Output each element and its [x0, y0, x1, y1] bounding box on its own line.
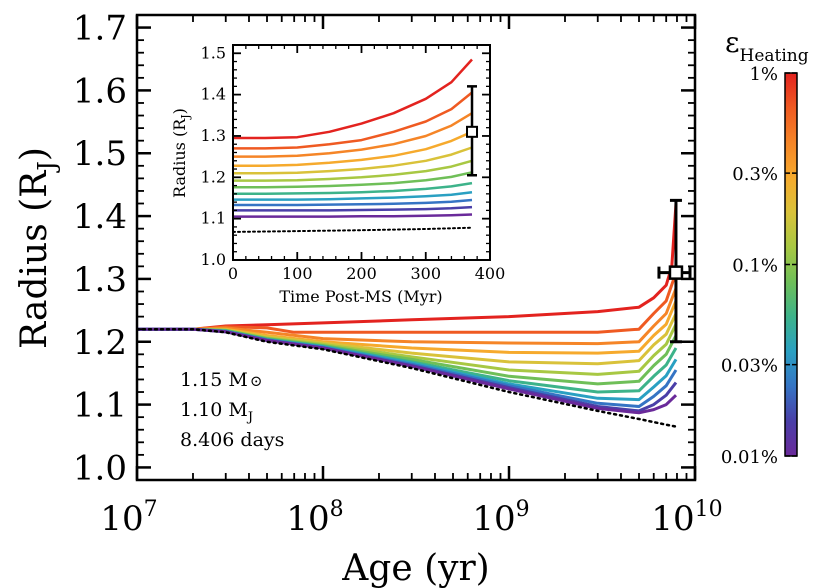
inset-y-tick-label-4: 1.4: [201, 85, 226, 104]
inset-x-tick-label-1: 100: [282, 264, 313, 283]
main-x-axis-title: Age (yr): [341, 548, 489, 588]
inset-series-line-4: [233, 146, 473, 175]
inset-x-tick-label-4: 400: [475, 264, 506, 283]
inset-background: [233, 45, 490, 260]
inset-ticks-group: 0 100 200 300 400 1.0 1.1 1.2 1.3 1.4 1.5: [201, 43, 506, 283]
inset-y-tick-label-3: 1.3: [201, 126, 226, 145]
colorbar-tick-label-4: 0.01%: [721, 447, 778, 468]
colorbar-ticks-group: 1% 0.3% 0.1% 0.03% 0.01%: [721, 64, 797, 468]
annotation-period: 8.406 days: [180, 429, 284, 451]
inset-series-line-0: [233, 58, 473, 140]
main-x-tick-label-0: 107: [100, 497, 157, 539]
colorbar-tick-label-0: 1%: [749, 64, 778, 85]
main-plot-frame: [135, 13, 697, 482]
inset-x-tick-label-0: 0: [228, 264, 238, 283]
main-x-tick-label-1: 108: [286, 497, 343, 539]
inset-y-tick-label-0: 1.0: [201, 250, 226, 269]
annotation-planet-mass: 1.10 MJ: [180, 399, 253, 425]
inset-series-line-1: [233, 91, 473, 150]
inset-no-heating-line: [233, 226, 473, 233]
inset-obs-point: [466, 125, 479, 138]
colorbar-tick-label-3: 0.03%: [721, 356, 778, 377]
inset-y-tick-label-1: 1.1: [201, 209, 226, 228]
main-annotation: 1.15 M ⊙ 1.10 MJ 8.406 days: [180, 369, 284, 451]
main-series-group: [137, 203, 678, 428]
inset-series-line-10: [233, 205, 473, 212]
inset-x-tick-label-3: 300: [410, 264, 441, 283]
main-y-tick-label-6: 1.6: [73, 71, 127, 111]
inset-series-line-3: [233, 130, 473, 167]
inset-series-line-9: [233, 198, 473, 207]
colorbar-tick-label-1: 0.3%: [732, 164, 778, 185]
inset-series-line-5: [233, 159, 473, 182]
main-no-heating-line: [137, 327, 678, 428]
main-y-axis-title: Radius (RJ): [14, 147, 61, 349]
colorbar-tick-label-2: 0.1%: [732, 256, 778, 277]
main-y-tick-label-4: 1.4: [73, 197, 127, 237]
main-x-tick-label-3: 1010: [651, 497, 722, 539]
inset-y-tick-label-5: 1.5: [201, 43, 226, 62]
main-observation-group: [657, 198, 692, 344]
main-x-tick-label-2: 109: [472, 497, 529, 539]
colorbar: εHeating 1% 0.3% 0.1% 0.03% 0.01%: [721, 26, 809, 468]
colorbar-title: εHeating: [725, 26, 809, 66]
inset-y-axis-title: Radius (RJ): [170, 108, 192, 198]
main-y-tick-label-0: 1.0: [73, 448, 127, 488]
main-ticks-group: 107 108 109 1010 1.0 1.1 1.2 1.3 1.4 1.5 1.6 1.7: [73, 9, 723, 539]
main-y-tick-label-5: 1.5: [73, 134, 127, 174]
main-y-tick-label-7: 1.7: [73, 9, 127, 49]
inset-series-group: [233, 58, 473, 233]
inset-series-line-8: [233, 190, 473, 201]
inset-y-tick-label-2: 1.2: [201, 167, 226, 186]
inset-series-line-11: [233, 213, 473, 218]
inset-series-line-2: [233, 112, 473, 158]
inset-plot: 0 100 200 300 400 1.0 1.1 1.2 1.3 1.4 1.5 Time Pos…: [170, 43, 505, 306]
inset-x-tick-label-2: 200: [346, 264, 377, 283]
main-y-tick-label-3: 1.3: [73, 260, 127, 300]
inset-series-line-7: [233, 181, 473, 196]
annotation-star-mass: 1.15 M ⊙: [180, 369, 262, 391]
main-y-tick-label-1: 1.1: [73, 386, 127, 426]
main-plot: 107 108 109 1010 1.0 1.1 1.2 1.3 1.4 1.5 1.6 1.7 1.…: [14, 9, 723, 588]
inset-observation-group: [466, 85, 479, 177]
main-obs-point: [668, 265, 684, 280]
main-y-tick-label-2: 1.2: [73, 323, 127, 363]
inset-x-axis-title: Time Post-MS (Myr): [279, 287, 442, 306]
inset-series-line-6: [233, 171, 473, 189]
